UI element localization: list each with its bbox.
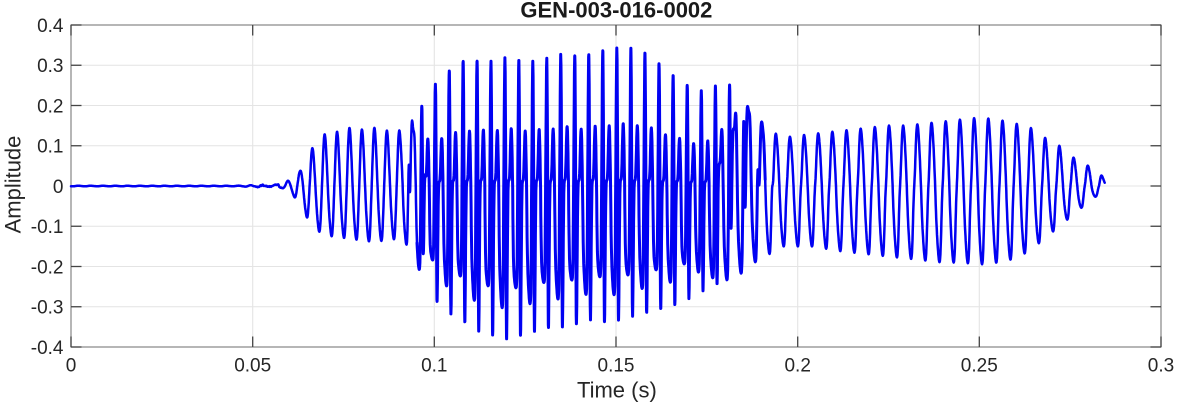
svg-text:0.3: 0.3 xyxy=(1148,356,1174,377)
svg-text:0.2: 0.2 xyxy=(784,356,810,377)
svg-text:0.1: 0.1 xyxy=(421,356,447,377)
svg-text:0.25: 0.25 xyxy=(961,356,998,377)
svg-text:-0.1: -0.1 xyxy=(31,217,64,238)
svg-text:Time (s): Time (s) xyxy=(577,377,657,402)
svg-text:0: 0 xyxy=(66,356,77,377)
svg-text:-0.2: -0.2 xyxy=(31,257,64,278)
svg-text:0.1: 0.1 xyxy=(37,137,63,158)
svg-text:GEN-003-016-0002: GEN-003-016-0002 xyxy=(520,0,712,23)
svg-text:-0.3: -0.3 xyxy=(31,298,64,319)
svg-text:0: 0 xyxy=(53,177,64,198)
svg-text:0.4: 0.4 xyxy=(37,16,64,37)
svg-text:0.05: 0.05 xyxy=(234,356,271,377)
svg-text:0.3: 0.3 xyxy=(37,56,63,77)
svg-text:-0.4: -0.4 xyxy=(31,338,64,359)
svg-text:0.2: 0.2 xyxy=(37,96,63,117)
svg-text:0.15: 0.15 xyxy=(598,356,635,377)
svg-text:Amplitude: Amplitude xyxy=(0,136,25,234)
